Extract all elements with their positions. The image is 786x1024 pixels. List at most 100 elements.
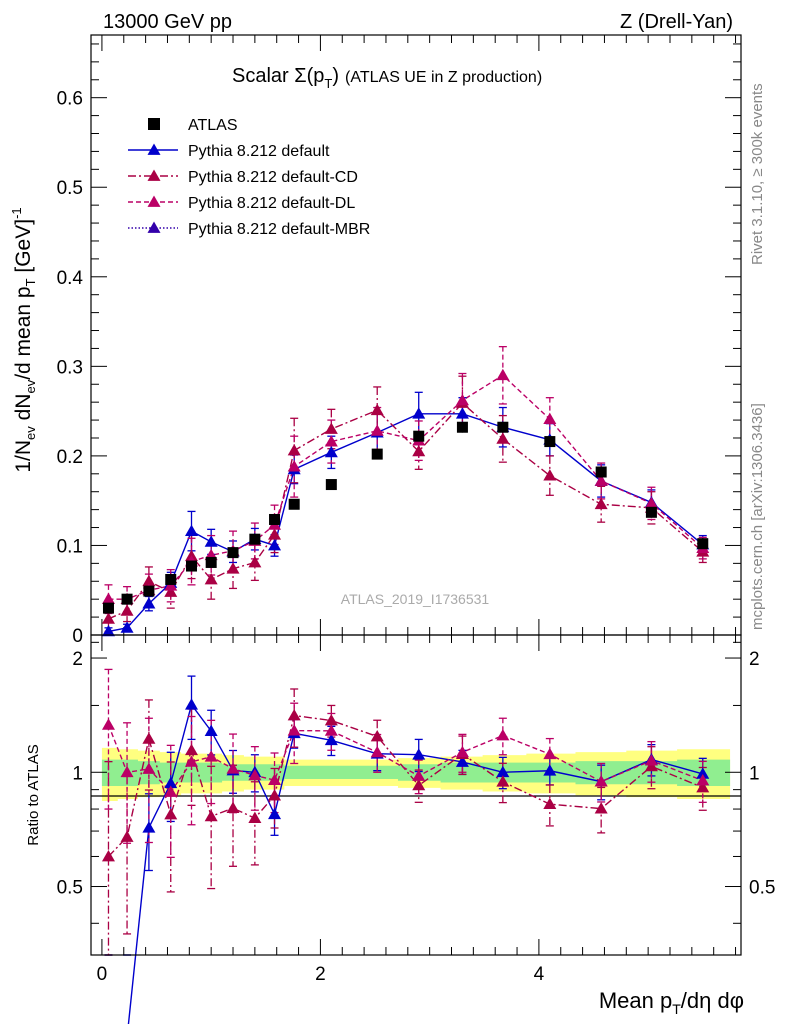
ratio-point-marker: [496, 775, 510, 787]
data-point-marker: [324, 445, 338, 458]
xlabel-rest: /dη dφ: [681, 988, 744, 1013]
atlas-data-point: [186, 560, 198, 572]
y-tick-label: 0.4: [57, 268, 84, 289]
y-tick-label: 0.1: [57, 536, 83, 557]
data-point-marker: [496, 368, 510, 381]
process-label: Z (Drell-Yan): [620, 11, 733, 33]
ratio-point-marker: [455, 745, 469, 758]
data-point-marker: [164, 585, 178, 597]
ratio-point-marker: [594, 802, 608, 814]
series-line-dashdot: [108, 402, 704, 620]
data-point-marker: [324, 435, 338, 447]
data-point-marker: [226, 562, 240, 574]
ratio-point-marker: [204, 724, 218, 736]
atlas-data-point: [544, 436, 556, 448]
ratio-point-marker: [185, 755, 199, 767]
atlas-data-point: [249, 533, 261, 545]
atlas-data-point: [227, 547, 239, 559]
ratio-point-marker: [412, 748, 426, 760]
ratio-point-marker: [142, 821, 156, 833]
ratio-point-marker: [268, 789, 282, 801]
ylabel-sub1: ev: [23, 426, 38, 440]
ylabel-sub3: T: [23, 278, 38, 286]
main-markers: [101, 368, 710, 637]
legend-marker: [147, 221, 161, 233]
data-point-marker: [455, 407, 469, 419]
plot-title-rest: (ATLAS UE in Z production): [345, 69, 542, 86]
ratio-panel: 0.5 0.5 1 1 2 2 0 2 4 Ratio to ATLAS: [25, 634, 775, 1024]
ratio-point-marker: [248, 811, 262, 824]
xlabel-main: Mean p: [599, 988, 672, 1013]
ratio-frame: [90, 634, 742, 956]
ratio-y-tick-label: 0.5: [57, 878, 83, 899]
data-point-marker: [412, 407, 426, 419]
y-axis-label: 1/Nev dNev/d mean pT [GeV]-1: [9, 207, 38, 472]
data-point-marker: [142, 597, 156, 609]
ratio-point-marker: [204, 750, 218, 762]
energy-label: 13000 GeV pp: [103, 11, 232, 33]
atlas-data-point: [165, 573, 177, 585]
rivet-label: Rivet 3.1.10, ≥ 300k events: [749, 83, 766, 265]
series-line-dash: [108, 374, 704, 600]
ratio-point-marker: [543, 764, 557, 776]
ratio-point-marker: [185, 698, 199, 710]
data-point-marker: [204, 572, 218, 585]
ratio-point-marker: [142, 762, 156, 774]
atlas-data-point: [456, 421, 468, 433]
ratio-point-marker: [594, 775, 608, 787]
ratio-point-marker: [185, 743, 199, 756]
mcplots-label: mcplots.cern.ch [arXiv:1306.3436]: [749, 403, 766, 630]
ratio-y-tick-label-right: 1: [749, 763, 760, 784]
ratio-point-marker: [370, 729, 384, 742]
ratio-point-marker: [268, 773, 282, 786]
ratio-point-marker: [120, 830, 134, 842]
ylabel-sup: -1: [9, 207, 24, 219]
data-point-marker: [101, 612, 115, 624]
ratio-point-marker: [101, 849, 115, 862]
ratio-x-axis: 0 2 4: [97, 635, 737, 985]
ratio-point-marker: [696, 774, 710, 786]
x-axis-label: Mean pT/dη dφ: [599, 988, 744, 1017]
ratio-point-marker: [204, 809, 218, 822]
ylabel-main: 1/N: [12, 440, 35, 473]
main-y-axis: 0 0.1 0.2 0.3 0.4 0.5 0.6: [57, 43, 741, 647]
data-point-marker: [543, 469, 557, 481]
ylabel-mid: dN: [12, 394, 35, 427]
legend-label: ATLAS: [188, 117, 238, 134]
ratio-point-marker: [164, 807, 178, 820]
data-point-marker: [185, 524, 199, 536]
ratio-point-marker: [324, 733, 338, 746]
atlas-data-point: [121, 593, 133, 605]
atlas-data-point: [143, 585, 155, 597]
ylabel-rest: /d mean p: [12, 286, 35, 379]
atlas-data-point: [497, 421, 509, 433]
ratio-y-label: Ratio to ATLAS: [25, 744, 42, 845]
ratio-point-marker: [412, 778, 426, 791]
plot-title-close: ): [332, 65, 339, 87]
legend-marker: [147, 169, 161, 181]
ratio-point-marker: [696, 781, 710, 793]
data-point-marker: [204, 535, 218, 547]
data-point-marker: [496, 432, 510, 444]
ratio-y-tick-label: 2: [72, 649, 83, 670]
legend-marker: [147, 195, 161, 207]
atlas-data-point: [205, 556, 217, 568]
legend-label: Pythia 8.212 default-MBR: [188, 221, 370, 238]
ratio-point-marker: [324, 724, 338, 736]
legend-label: Pythia 8.212 default-DL: [188, 195, 355, 212]
x-tick-label: 4: [534, 964, 545, 985]
legend-marker: [147, 143, 161, 155]
legend-marker-atlas: [148, 118, 160, 130]
ratio-point-marker: [142, 732, 156, 744]
ratio-error-bars: [104, 668, 707, 956]
x-tick-label: 0: [97, 964, 108, 985]
ratio-point-marker: [543, 747, 557, 760]
ratio-point-marker: [287, 709, 301, 721]
ratio-y-tick-label-right: 0.5: [749, 878, 775, 899]
ratio-point-marker: [696, 767, 710, 779]
ratio-point-marker: [287, 724, 301, 736]
ylabel-unit: [GeV]: [12, 219, 35, 279]
ratio-point-marker: [268, 807, 282, 820]
ratio-y-axis: 0.5 0.5 1 1 2 2: [57, 641, 775, 924]
ratio-point-marker: [164, 785, 178, 797]
